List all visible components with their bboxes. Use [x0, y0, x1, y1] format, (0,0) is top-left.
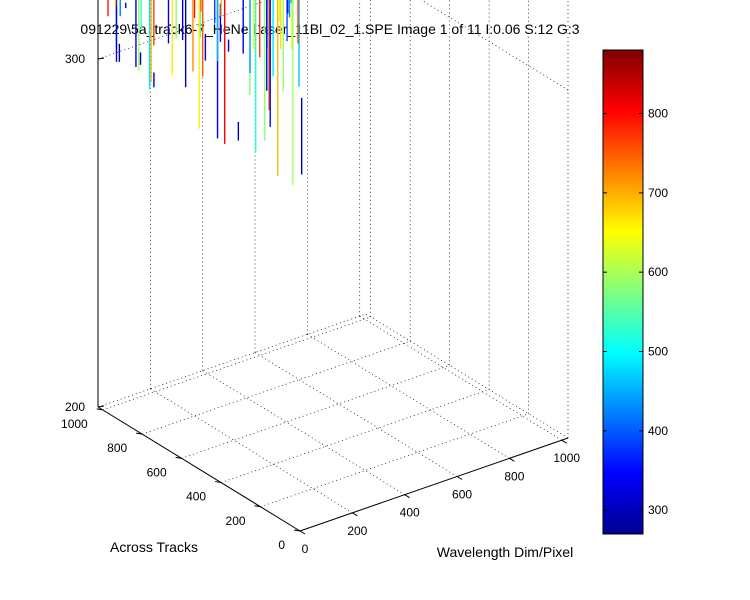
x-tick-label: 200	[347, 524, 367, 538]
x-tick-label: 800	[504, 469, 524, 483]
chart-title: 091229\5a_track6-7_HeNe Laser_11Bl_02_1.…	[80, 21, 579, 37]
grid-line	[220, 389, 490, 483]
x-axis-label: Wavelength Dim/Pixel	[437, 544, 573, 560]
y-axis-line	[97, 406, 301, 532]
colorbar-ticks: 300 400 500 600 700 800	[603, 106, 668, 517]
y-tick-label: 600	[147, 465, 167, 479]
plot-axes: 0 200 400 600 800 1000 0 200 400 600 800 1000 200 300…	[61, 0, 580, 556]
grid-line	[365, 313, 569, 439]
z-tick-label: 300	[65, 52, 85, 66]
y-tick	[175, 456, 182, 459]
grid-line	[150, 388, 353, 514]
y-tick	[215, 481, 222, 484]
x-tick	[561, 439, 567, 444]
y-tick	[293, 529, 301, 532]
z-tick-label: 200	[65, 400, 85, 414]
colorbar: 300 400 500 600 700 800	[602, 49, 668, 535]
grid-line	[142, 340, 411, 435]
colorbar-tick-label: 300	[648, 503, 668, 517]
y-tick-label: 200	[226, 514, 246, 528]
tick-labels: 0 200 400 600 800 1000 0 200 400 600 800 1000 200 300…	[61, 52, 580, 556]
colorbar-tick-label: 700	[648, 186, 668, 200]
colorbar-tick-label: 500	[648, 345, 668, 359]
x-tick	[352, 512, 358, 517]
axes-frame	[96, 0, 569, 535]
grid-line	[260, 413, 529, 508]
z-tick	[97, 405, 105, 408]
y-tick-label: 400	[186, 490, 206, 504]
colorbar-tick-label: 800	[648, 106, 668, 120]
y-tick-label: 1000	[61, 417, 88, 431]
x-tick-label: 1000	[553, 451, 580, 465]
surface	[107, 0, 303, 185]
colorbar-tick-label: 600	[648, 265, 668, 279]
grid-line	[102, 316, 371, 411]
x-tick-label: 0	[302, 542, 309, 556]
y-tick	[254, 505, 261, 508]
x-tick	[299, 530, 306, 535]
grid-line	[254, 352, 458, 477]
grid-line	[181, 365, 450, 459]
y-tick	[96, 408, 103, 411]
y-tick	[136, 432, 143, 435]
colorbar-gradient	[602, 49, 644, 535]
x-axis-line	[299, 437, 569, 532]
grid-line	[307, 334, 510, 459]
y-tick-label: 800	[107, 441, 127, 455]
x-tick-label: 400	[400, 506, 420, 520]
x-tick	[404, 494, 410, 499]
colorbar-tick-label: 400	[648, 424, 668, 438]
x-tick	[456, 476, 463, 480]
z-tick	[97, 57, 105, 60]
y-tick-label: 0	[278, 538, 285, 552]
grid-line	[202, 370, 405, 495]
x-tick-label: 600	[452, 488, 472, 502]
grid-line	[97, 313, 367, 408]
y-axis-label: Across Tracks	[110, 539, 198, 555]
grid-line	[359, 315, 562, 441]
grid-lines	[97, 0, 569, 532]
grid-line	[420, 0, 569, 91]
x-tick	[509, 457, 515, 462]
